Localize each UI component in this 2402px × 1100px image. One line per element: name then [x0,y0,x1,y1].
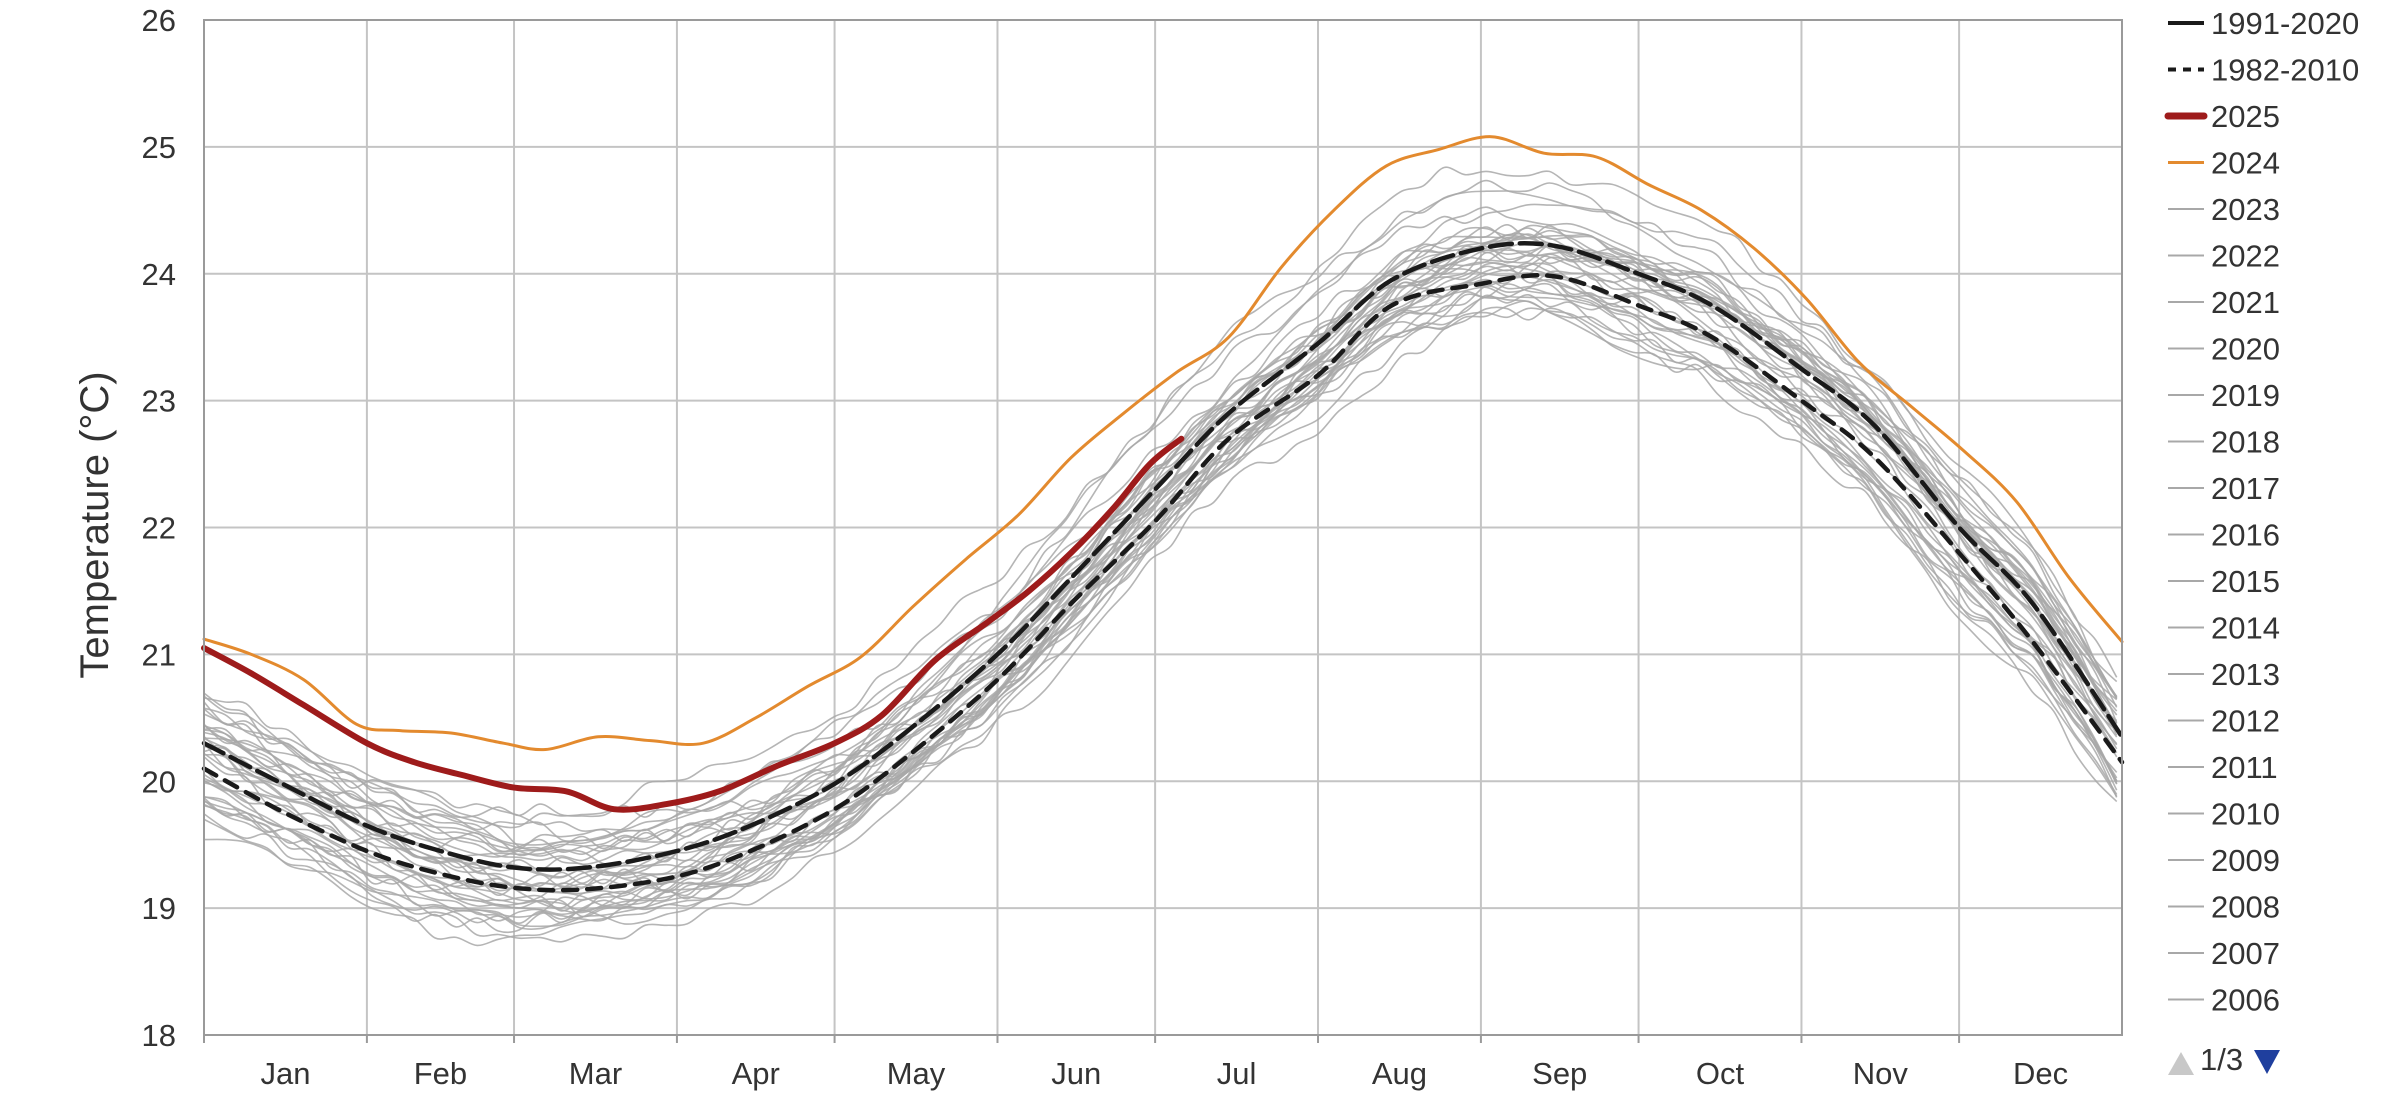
legend-item-label[interactable]: 1982-2010 [2211,53,2359,88]
legend-item-label[interactable]: 2014 [2211,611,2280,646]
x-tick-label: Dec [2013,1056,2068,1091]
legend-item-label[interactable]: 2008 [2211,890,2280,925]
legend-item-label[interactable]: 2020 [2211,332,2280,367]
x-tick-label: Oct [1696,1056,1745,1091]
series-line-1982-2010 [201,272,2125,893]
legend-item-label[interactable]: 2018 [2211,425,2280,460]
plot-frame [203,19,2123,1036]
other-year-line [203,203,2118,832]
legend-item-label[interactable]: 2009 [2211,843,2280,878]
other-year-line [203,232,2118,866]
legend: 1991-2020 1982-2010 2025 2024 2023 2022 2021 20… [2164,6,2359,1018]
other-year-line [203,276,2118,911]
series-line-1991-2020 [201,241,2125,872]
legend-item-label[interactable]: 2022 [2211,239,2280,274]
y-tick-label: 21 [142,637,176,672]
x-tick-label: Jan [260,1056,310,1091]
legend-item-label[interactable]: 2015 [2211,564,2280,599]
legend-item-label[interactable]: 2019 [2211,378,2280,413]
other-year-line [203,179,2118,819]
legend-item-label[interactable]: 2007 [2211,936,2280,971]
legend-pager: 1/3 [2168,1042,2280,1077]
y-tick-label: 22 [142,511,176,546]
x-tick-label: Mar [569,1056,622,1091]
legend-item-label[interactable]: 2024 [2211,146,2280,181]
other-year-line [203,224,2118,857]
legend-item-label[interactable]: 2023 [2211,192,2280,227]
x-tick-label: Jun [1051,1056,1101,1091]
y-tick-label: 26 [142,3,176,38]
other-year-line [203,262,2118,909]
other-year-line [203,223,2118,853]
series-line-2025 [201,435,1185,813]
other-year-line [203,295,2118,918]
y-tick-label: 18 [142,1018,176,1053]
other-year-line [203,226,2118,858]
other-year-line [203,245,2118,871]
x-tick-label: Apr [732,1056,780,1091]
other-year-line [203,270,2118,912]
x-tick-label: May [887,1056,946,1091]
other-year-line [203,249,2118,853]
legend-item-label[interactable]: 2006 [2211,983,2280,1018]
other-year-line [203,265,2118,890]
x-tick-label: Jul [1217,1056,1257,1091]
x-tick-label: Nov [1853,1056,1909,1091]
legend-item-label[interactable]: 2012 [2211,704,2280,739]
legend-page-indicator: 1/3 [2200,1042,2243,1077]
triangle-up-icon[interactable] [2168,1052,2194,1075]
y-tick-label: 19 [142,891,176,926]
legend-item-label[interactable]: 1991-2020 [2211,6,2359,41]
y-tick-label: 23 [142,384,176,419]
series-lines [201,135,2125,893]
x-tick-label: Aug [1372,1056,1427,1091]
other-years-lines [203,166,2118,947]
other-year-line [203,256,2118,914]
legend-item-label[interactable]: 2025 [2211,99,2280,134]
axes: 18 19 20 21 22 23 24 25 26 Jan Feb Mar Apr May Jun Jul A… [142,3,2123,1091]
x-tick-label: Feb [414,1056,467,1091]
y-tick-label: 24 [142,257,176,292]
y-axis-label: Temperature (°C) [73,371,117,678]
legend-item-label[interactable]: 2011 [2211,750,2278,785]
other-year-line [203,233,2118,892]
other-year-line [203,166,2118,843]
legend-item-label[interactable]: 2021 [2211,285,2280,320]
legend-item-label[interactable]: 2010 [2211,797,2280,832]
y-tick-label: 25 [142,130,176,165]
legend-item-label[interactable]: 2013 [2211,657,2280,692]
other-year-line [203,300,2118,916]
legend-item-label[interactable]: 2017 [2211,471,2280,506]
other-year-line [203,182,2118,829]
x-tick-label: Sep [1532,1056,1587,1091]
other-year-line [203,240,2118,887]
series-line-2024 [202,135,2124,752]
legend-item-label[interactable]: 2016 [2211,518,2280,553]
y-tick-label: 20 [142,764,176,799]
triangle-down-icon[interactable] [2254,1050,2280,1074]
other-year-line [203,262,2118,895]
